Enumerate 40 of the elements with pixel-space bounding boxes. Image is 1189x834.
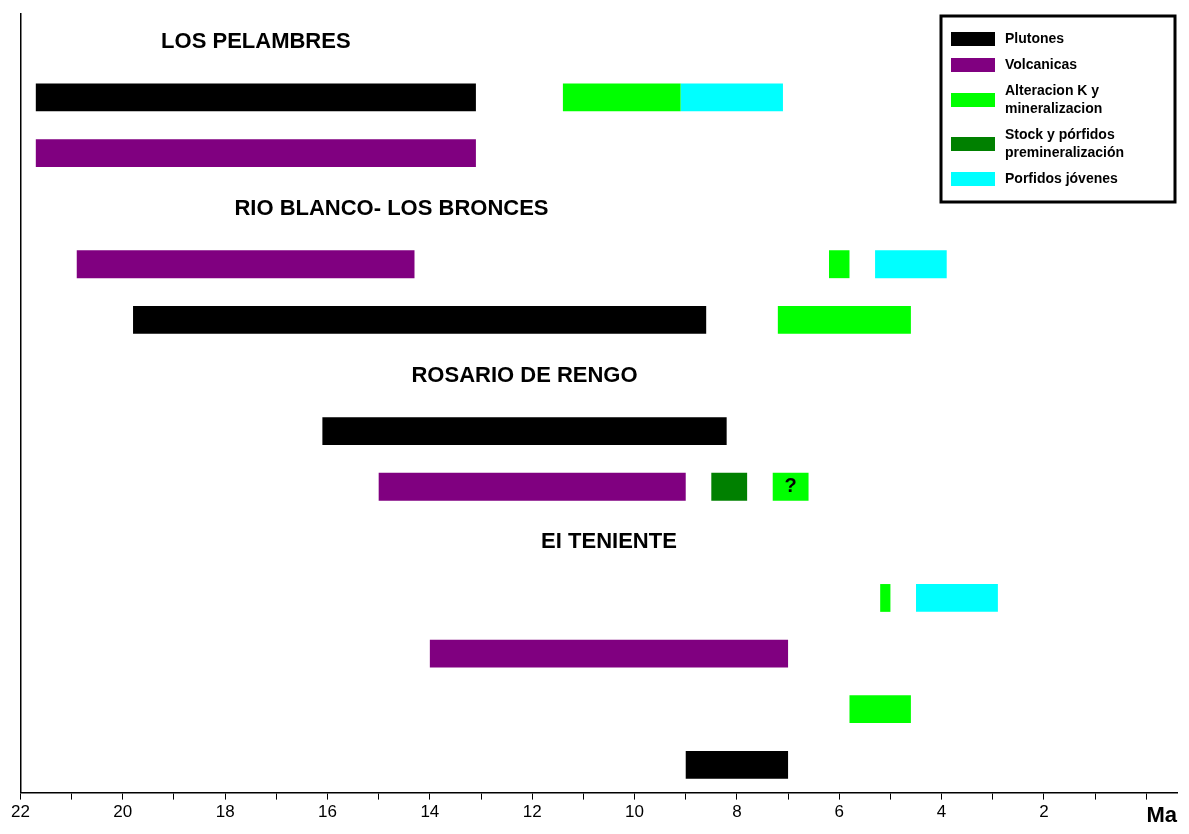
x-tick-label: 14 [420, 802, 440, 822]
bar [35, 83, 476, 112]
bar [133, 305, 707, 334]
bar [429, 639, 789, 668]
x-tick-label: 6 [834, 802, 844, 822]
bar [916, 584, 998, 612]
bar [562, 83, 681, 112]
bar [849, 695, 911, 724]
x-tick-label: 10 [625, 802, 645, 822]
x-tick-label: 2 [1039, 802, 1049, 822]
legend-label: Plutones [1005, 29, 1065, 46]
bar [378, 472, 686, 501]
bar [829, 250, 850, 279]
bar [772, 472, 809, 501]
bar [322, 417, 727, 446]
legend-label: Porfidos jóvenes [1005, 169, 1119, 186]
x-tick-label: 22 [10, 802, 30, 822]
y-tick-label: EI TENIENTE [541, 528, 677, 554]
bar [76, 250, 415, 279]
y-tick-label: RIO BLANCO- LOS BRONCES [234, 194, 549, 220]
bar [680, 83, 783, 112]
x-tick-label: 16 [318, 802, 337, 822]
bar [35, 139, 476, 167]
data-label: ? [784, 474, 797, 497]
x-tick-label: 12 [522, 802, 542, 822]
x-tick-label: 18 [215, 802, 235, 822]
bar [880, 584, 891, 612]
legend-label: Volcanicas [1005, 55, 1078, 72]
y-tick-label: LOS PELAMBRES [161, 27, 351, 53]
legend-label: Stock y pórfidos premineralización [1005, 125, 1125, 160]
bar [777, 305, 911, 334]
legend-label: Alteracion K y mineralizacion [1005, 81, 1103, 116]
bar [875, 250, 947, 279]
x-tick-label: 8 [732, 802, 742, 822]
x-tick-label: 4 [936, 802, 947, 822]
bar [685, 750, 789, 779]
bar [711, 472, 748, 501]
x-axis-title: Ma [1146, 801, 1178, 827]
y-tick-label: ROSARIO DE RENGO [411, 361, 638, 387]
x-tick-label: 20 [113, 802, 133, 822]
